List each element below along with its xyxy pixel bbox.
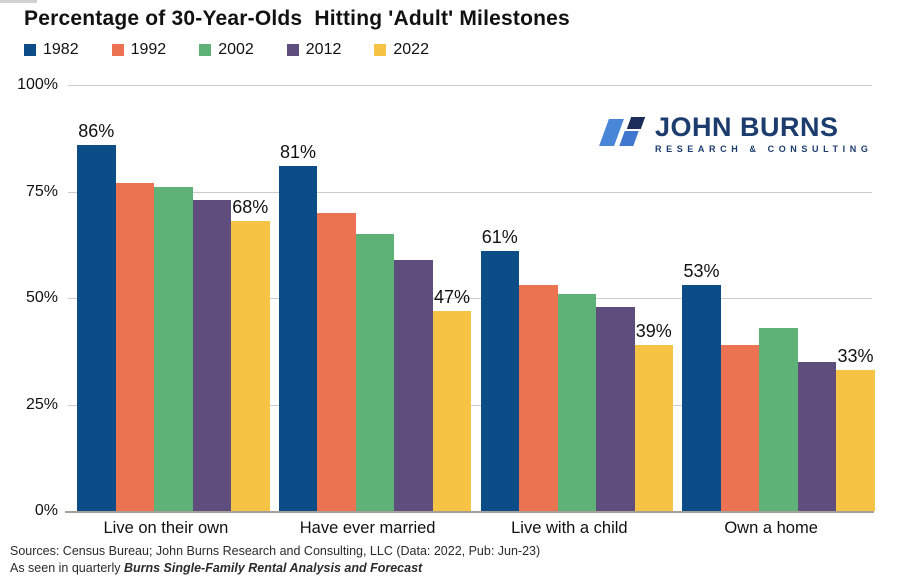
bar-value-label: 39% <box>635 320 672 341</box>
legend-swatch-icon <box>199 44 212 56</box>
bar-1992-live-on-their-own <box>115 182 154 511</box>
logo-tagline: RESEARCH & CONSULTING <box>655 144 873 155</box>
bar-value-label: 53% <box>683 261 720 282</box>
bar-2012-live-on-their-own <box>192 200 231 511</box>
legend-label: 1992 <box>130 41 167 58</box>
bar-value-label: 86% <box>78 120 115 141</box>
bar-value-label: 68% <box>232 197 269 218</box>
bar-value-label: 47% <box>433 286 471 307</box>
bar-value-label: 33% <box>837 346 874 367</box>
bar-1982-live-on-their-own <box>77 144 116 511</box>
footer-publication-line: As seen in quarterly Burns Single-Family… <box>10 560 540 577</box>
bar-value-label: 81% <box>279 141 317 162</box>
bar-2012-live-with-a-child <box>596 306 635 511</box>
footer-sources-line: Sources: Census Bureau; John Burns Resea… <box>10 543 540 560</box>
y-axis-tick-label: 100% <box>17 76 58 93</box>
logo-text: JOHN BURNS RESEARCH & CONSULTING <box>655 112 873 155</box>
legend-swatch-icon <box>111 44 124 56</box>
john-burns-logo: JOHN BURNS RESEARCH & CONSULTING <box>598 113 872 161</box>
logo-slash-top-right <box>626 117 646 129</box>
logo-slash-bottom-right <box>619 131 639 146</box>
bar-1992-live-with-a-child <box>519 285 558 511</box>
y-axis-tick-label: 75% <box>25 182 58 200</box>
bar-2022-live-with-a-child <box>634 344 673 511</box>
legend-item-2012: 2012 <box>286 41 342 59</box>
x-axis-category-label: Own a home <box>724 519 818 537</box>
footer-sources-text: Sources: Census Bureau; John Burns Resea… <box>10 544 541 558</box>
footer-publication-prefix: As seen in quarterly <box>10 560 124 575</box>
bar-1982-own-a-home <box>682 285 721 511</box>
legend-item-1992: 1992 <box>111 41 167 59</box>
bar-1982-have-ever-married <box>278 165 318 511</box>
chart-title: Percentage of 30-Year-Olds Hitting 'Adul… <box>24 7 570 30</box>
bar-1992-own-a-home <box>720 344 760 511</box>
legend-item-2022: 2022 <box>374 41 429 59</box>
x-axis-category-label: Live on their own <box>103 519 229 537</box>
legend-item-1982: 1982 <box>24 41 79 59</box>
bar-2022-have-ever-married <box>432 310 472 511</box>
bar-2002-live-on-their-own <box>154 187 193 511</box>
chart-legend: 1982 1992 2002 2012 2022 <box>24 41 429 59</box>
legend-label: 2012 <box>305 41 342 58</box>
bar-1982-live-with-a-child <box>480 251 519 511</box>
screenshot-edge-artifact <box>0 0 37 3</box>
legend-swatch-icon <box>286 44 299 56</box>
legend-label: 2022 <box>393 41 429 58</box>
logo-company-name: JOHN BURNS <box>655 112 839 142</box>
y-axis-tick-label: 25% <box>25 395 58 413</box>
bar-2012-own-a-home <box>797 361 837 511</box>
x-axis-line <box>65 511 874 513</box>
bar-2022-own-a-home <box>836 370 875 511</box>
legend-label: 1982 <box>43 41 79 58</box>
legend-swatch-icon <box>24 44 36 56</box>
bar-2002-own-a-home <box>759 327 798 511</box>
john-burns-logo-mark-icon <box>598 113 646 161</box>
bar-2012-have-ever-married <box>394 259 433 511</box>
x-axis-category-label: Live with a child <box>511 519 628 537</box>
gridline-100% <box>68 85 872 86</box>
legend-swatch-icon <box>374 44 387 56</box>
legend-label: 2002 <box>218 41 254 58</box>
bar-2002-live-with-a-child <box>557 293 596 511</box>
y-axis-tick-label: 50% <box>25 289 58 306</box>
y-axis-tick-label: 0% <box>34 502 58 519</box>
gridline-75% <box>68 191 872 193</box>
gridline-50% <box>68 298 872 299</box>
legend-item-2002: 2002 <box>199 41 254 59</box>
footer-publication-title: Burns Single-Family Rental Analysis and … <box>123 560 423 575</box>
bar-1992-have-ever-married <box>317 212 356 511</box>
bar-2002-have-ever-married <box>355 234 395 511</box>
footer: Sources: Census Bureau; John Burns Resea… <box>10 543 540 576</box>
x-axis-category-label: Have ever married <box>299 519 436 537</box>
bar-value-label: 61% <box>481 227 518 248</box>
bar-2022-live-on-their-own <box>231 221 270 511</box>
